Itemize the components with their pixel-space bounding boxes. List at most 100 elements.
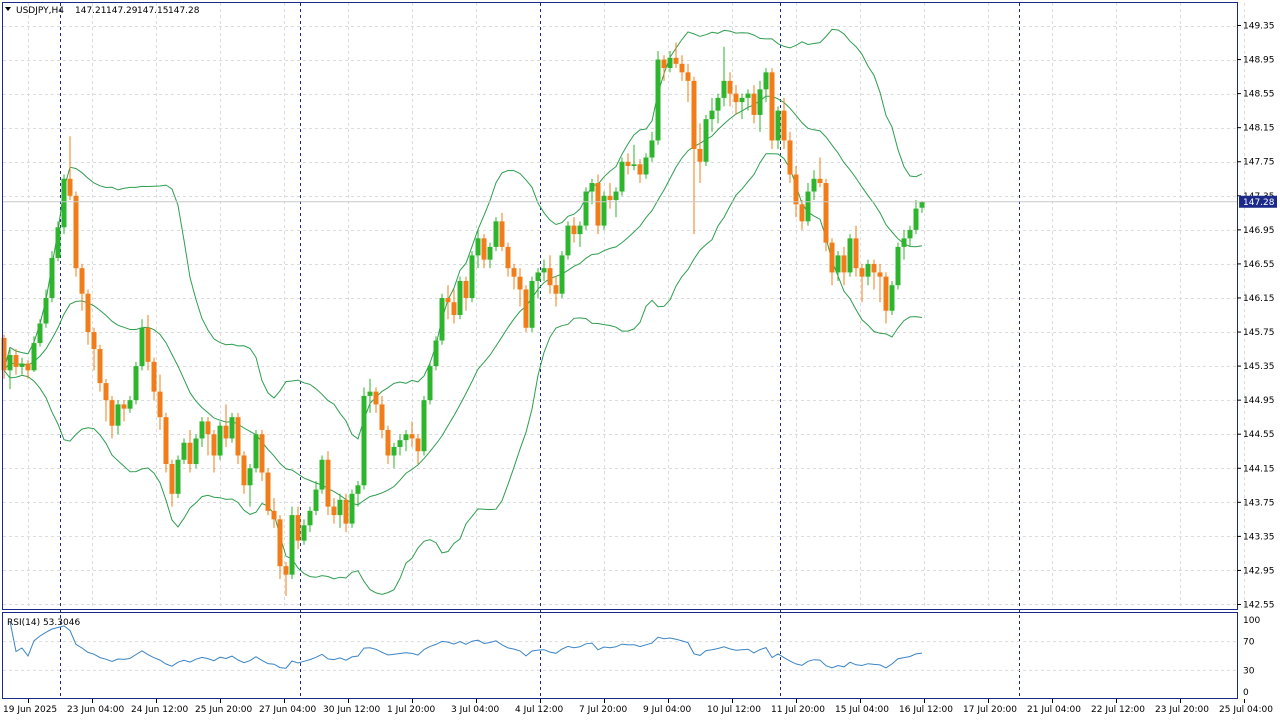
candle [367,378,373,413]
candle [235,412,241,465]
rsi-label: RSI(14) 53.3046 [7,618,80,628]
price-label: 149.35 [1243,22,1275,32]
candle-body [529,280,535,328]
candle [757,80,763,132]
candle-body [325,459,331,507]
candle-body [319,459,325,490]
candle-body [493,221,499,247]
candle [553,276,559,307]
time-label: 23 Jun 04:00 [67,705,124,715]
candle [919,200,925,213]
candle [913,200,919,235]
candle-body [367,391,373,396]
candle-body [133,366,139,401]
time-label: 25 Jul 04:00 [1219,705,1273,715]
candle [577,221,583,247]
candle-body [535,272,541,281]
candle-body [661,59,667,69]
candle [319,455,325,494]
candle [661,55,667,81]
chart-header[interactable]: USDJPY,H4 147.21 147.29 147.15 147.28 [5,6,200,16]
candle-body [265,472,271,511]
candle [223,404,229,447]
candle-body [373,391,379,405]
price-label: 145.35 [1243,362,1275,372]
candle-body [601,195,607,226]
candle [175,455,181,499]
candle [61,174,67,235]
candle-body [853,238,859,269]
candle [655,51,661,145]
candle-body [103,383,109,401]
candle-body [631,164,637,166]
candle [883,272,889,324]
candle-body [919,201,925,208]
time-label: 15 Jul 04:00 [835,705,889,715]
candle-body [151,361,157,392]
candle [571,217,577,243]
candle-body [25,363,31,371]
candle [679,55,685,81]
candle [115,400,121,435]
candle [37,319,43,347]
candle-body [829,242,835,273]
price-label: 148.55 [1243,90,1275,100]
candle-body [637,164,643,175]
candle [127,395,133,413]
candle [385,425,391,465]
time-label: 19 Jun 2025 [3,705,57,715]
price-label: 146.55 [1243,260,1275,270]
candle-body [655,59,661,141]
candle-body [205,421,211,435]
time-label: 23 Jul 20:00 [1155,705,1209,715]
candle-body [361,395,367,486]
price-label: 147.75 [1243,158,1275,168]
candle-body [1,337,7,371]
candle-body [805,191,811,222]
candle [103,378,109,422]
candle-body [859,268,865,277]
time-label: 22 Jul 12:00 [1091,705,1145,715]
candle-body [583,191,589,226]
candle [415,434,421,465]
candle-body [127,400,133,409]
candle [667,51,673,73]
chevron-down-icon[interactable] [5,7,11,11]
candle [271,498,277,528]
candle-body [253,434,259,469]
candle-body [61,178,67,228]
candle [391,442,397,469]
candle-body [379,404,385,430]
candle-body [607,195,613,201]
candle [163,412,169,473]
time-label: 30 Jun 12:00 [323,705,380,715]
candle-body [787,140,793,175]
time-label: 17 Jul 20:00 [963,705,1017,715]
candle [859,263,865,303]
candle-body [433,340,439,367]
candle-body [865,263,871,277]
candle-body [19,363,25,367]
candle [475,229,481,269]
candle [151,357,157,401]
candle-body [457,280,463,315]
candle-body [67,178,73,196]
candle-body [463,280,469,298]
candle [397,434,403,456]
candle [481,234,487,269]
candle [817,157,823,188]
candle [259,429,265,482]
candle [703,114,709,166]
grid [3,3,1245,609]
candle-body [721,80,727,98]
candle [31,336,37,373]
candle [43,289,49,328]
candle-body [121,404,127,409]
candle-body [877,272,883,277]
rsi-axis-label: 70 [1243,638,1255,648]
candle [325,451,331,516]
rsi-axis-label: 100 [1243,616,1260,626]
candle-body [571,225,577,235]
price-label: 148.95 [1243,56,1275,66]
